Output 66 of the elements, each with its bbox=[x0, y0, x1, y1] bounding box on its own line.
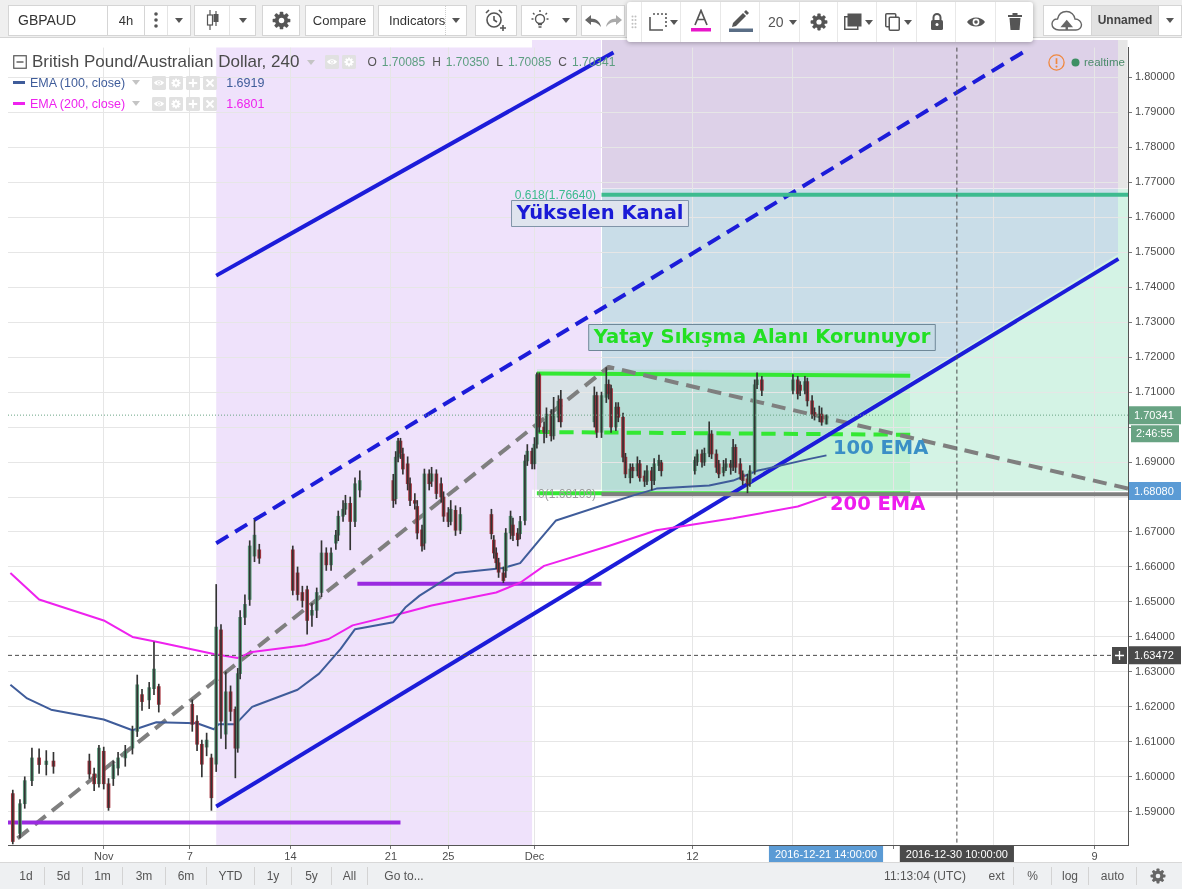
y-tick-label: 1.65000 bbox=[1135, 594, 1175, 607]
y-tick-label: 1.79000 bbox=[1135, 105, 1175, 118]
text: Go to... bbox=[383, 868, 425, 885]
legend-label: EMA (200, close) bbox=[30, 96, 126, 111]
text: 5y bbox=[292, 867, 332, 885]
text: Unnamed bbox=[1092, 6, 1158, 35]
annotation: Yükselen Kanal bbox=[515, 201, 684, 225]
x-tick-label: 7 bbox=[186, 849, 193, 862]
text: 3m bbox=[123, 867, 166, 885]
y-tick-label: 1.76000 bbox=[1135, 210, 1175, 223]
text: 1m bbox=[83, 867, 123, 885]
y-tick-label: 1.73000 bbox=[1135, 315, 1175, 328]
text: 4h bbox=[108, 6, 144, 35]
x-tick-label: 9 bbox=[1091, 849, 1098, 862]
x-tick-label: Nov bbox=[93, 849, 115, 862]
y-tick-label: 1.80000 bbox=[1135, 70, 1175, 83]
ref-line-label: 1.63472 bbox=[1134, 648, 1174, 661]
text: 2016-12-21 14:00:00 bbox=[774, 847, 878, 860]
y-tick-label: 1.61000 bbox=[1135, 734, 1175, 747]
text: % bbox=[1014, 867, 1052, 885]
annotation: 100 EMA bbox=[833, 436, 929, 460]
text: GBPAUD bbox=[18, 11, 77, 30]
x-tick-label: 14 bbox=[284, 849, 297, 862]
annotation: Yatay Sıkışma Alanı Korunuyor bbox=[592, 325, 931, 349]
y-tick-label: 1.71000 bbox=[1135, 385, 1175, 398]
y-tick-label: 1.59000 bbox=[1135, 804, 1175, 817]
y-tick-label: 1.67000 bbox=[1135, 525, 1175, 538]
text: 6m bbox=[166, 867, 207, 885]
text: log bbox=[1052, 867, 1089, 885]
text: 1d bbox=[8, 867, 45, 885]
y-tick-label: 1.77000 bbox=[1135, 175, 1175, 188]
text: 2:46:55 bbox=[1136, 427, 1173, 440]
y-tick-label: 1.66000 bbox=[1135, 559, 1175, 572]
text: 1y bbox=[255, 867, 292, 885]
text: ext bbox=[980, 867, 1014, 885]
text: 1.68080 bbox=[1134, 484, 1174, 497]
text: Indicators bbox=[389, 12, 446, 30]
chart-title: British Pound/Australian Dollar, 240 bbox=[32, 52, 300, 72]
x-tick-label: 25 bbox=[442, 849, 455, 862]
y-tick-label: 1.63000 bbox=[1135, 664, 1175, 677]
y-tick-label: 1.74000 bbox=[1135, 280, 1175, 293]
y-tick-label: 1.72000 bbox=[1135, 350, 1175, 363]
y-tick-label: 1.62000 bbox=[1135, 699, 1175, 712]
annotation: 1.6801 bbox=[226, 96, 265, 111]
ref-line-label: 2016-12-30 10:00:00 bbox=[905, 847, 1008, 860]
x-tick-label: 21 bbox=[384, 849, 398, 862]
text: YTD bbox=[207, 867, 255, 885]
y-tick-label: 1.69000 bbox=[1135, 455, 1175, 468]
ref-line-label: 1.70341 bbox=[1134, 408, 1174, 421]
text: Compare bbox=[306, 6, 373, 35]
text: 20 bbox=[768, 13, 784, 32]
text: 11:13:04 (UTC) bbox=[883, 868, 967, 885]
annotation: 1.6919 bbox=[226, 75, 265, 90]
text: All bbox=[332, 867, 368, 885]
x-tick-label: Dec bbox=[524, 849, 545, 862]
y-tick-label: 1.75000 bbox=[1135, 245, 1175, 258]
y-tick-label: 1.64000 bbox=[1135, 629, 1175, 642]
text: auto bbox=[1089, 867, 1137, 885]
annotation: 200 EMA bbox=[830, 492, 926, 516]
y-tick-label: 1.78000 bbox=[1135, 140, 1175, 153]
annotation: realtime bbox=[1084, 56, 1125, 68]
text: 5d bbox=[45, 867, 83, 885]
y-tick-label: 1.60000 bbox=[1135, 769, 1175, 782]
x-tick-label: 12 bbox=[686, 849, 699, 862]
legend-label: EMA (100, close) bbox=[30, 75, 126, 90]
annotation: 0.618(1.76640) bbox=[514, 188, 597, 203]
